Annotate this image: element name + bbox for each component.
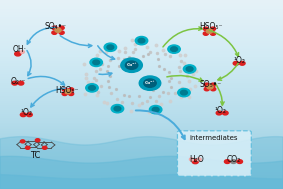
Circle shape: [104, 43, 117, 51]
Circle shape: [27, 113, 32, 117]
Circle shape: [62, 88, 67, 91]
Circle shape: [204, 87, 209, 91]
Circle shape: [233, 61, 239, 65]
Circle shape: [15, 52, 21, 56]
Circle shape: [197, 158, 201, 161]
Text: HSO₅⁻: HSO₅⁻: [199, 22, 223, 31]
Circle shape: [178, 88, 190, 97]
Circle shape: [237, 160, 243, 163]
Circle shape: [144, 79, 156, 87]
Text: ¹O₂: ¹O₂: [21, 108, 33, 117]
Circle shape: [211, 27, 216, 30]
Circle shape: [62, 92, 67, 95]
Circle shape: [181, 90, 187, 95]
Circle shape: [125, 61, 138, 69]
Circle shape: [86, 84, 98, 92]
Text: O₂·⁻: O₂·⁻: [11, 77, 26, 86]
Circle shape: [52, 31, 57, 34]
Circle shape: [55, 28, 61, 32]
Circle shape: [211, 87, 216, 91]
Circle shape: [111, 105, 124, 113]
Circle shape: [139, 76, 161, 90]
Circle shape: [89, 86, 95, 90]
Circle shape: [206, 29, 213, 33]
Circle shape: [25, 146, 30, 149]
Circle shape: [203, 32, 208, 35]
Circle shape: [171, 47, 177, 51]
Circle shape: [135, 36, 148, 45]
Circle shape: [121, 58, 142, 72]
Text: ¹O₂: ¹O₂: [215, 106, 227, 115]
Circle shape: [59, 26, 64, 29]
Circle shape: [18, 81, 24, 85]
Circle shape: [12, 81, 18, 85]
Circle shape: [20, 51, 24, 53]
Text: ¹O₂: ¹O₂: [233, 56, 245, 65]
Circle shape: [192, 160, 198, 164]
Text: Co²⁺: Co²⁺: [145, 81, 155, 85]
Circle shape: [189, 158, 194, 161]
FancyBboxPatch shape: [177, 131, 251, 176]
Circle shape: [224, 160, 230, 163]
Circle shape: [211, 32, 216, 35]
Circle shape: [138, 38, 145, 43]
Circle shape: [20, 113, 26, 117]
Circle shape: [107, 45, 114, 50]
Circle shape: [203, 27, 208, 30]
Circle shape: [52, 26, 57, 29]
Circle shape: [68, 88, 74, 91]
Circle shape: [149, 105, 162, 114]
Text: Co²⁺: Co²⁺: [127, 63, 137, 67]
Circle shape: [183, 65, 196, 73]
Circle shape: [152, 107, 159, 112]
Text: H₂O: H₂O: [189, 155, 204, 164]
Circle shape: [42, 146, 47, 149]
Circle shape: [216, 111, 222, 115]
Circle shape: [222, 111, 228, 115]
Circle shape: [204, 83, 209, 87]
Circle shape: [114, 106, 121, 111]
Circle shape: [90, 58, 102, 67]
Circle shape: [93, 60, 100, 65]
Text: TC: TC: [30, 151, 40, 160]
Text: SO₅•⁻: SO₅•⁻: [200, 80, 222, 89]
Circle shape: [239, 61, 245, 65]
Text: HSO₅⁻: HSO₅⁻: [55, 86, 78, 95]
Circle shape: [65, 90, 71, 94]
Circle shape: [20, 140, 25, 143]
Circle shape: [59, 31, 64, 34]
Circle shape: [186, 67, 193, 71]
Text: intermediates: intermediates: [189, 135, 238, 141]
Text: SO₄•⁻: SO₄•⁻: [44, 22, 66, 31]
Circle shape: [168, 45, 180, 53]
Text: CO₂: CO₂: [226, 155, 241, 164]
Circle shape: [35, 139, 40, 142]
Circle shape: [207, 85, 213, 89]
Text: OH·: OH·: [13, 45, 27, 54]
Circle shape: [211, 83, 216, 87]
Circle shape: [231, 160, 236, 163]
Circle shape: [68, 92, 74, 95]
